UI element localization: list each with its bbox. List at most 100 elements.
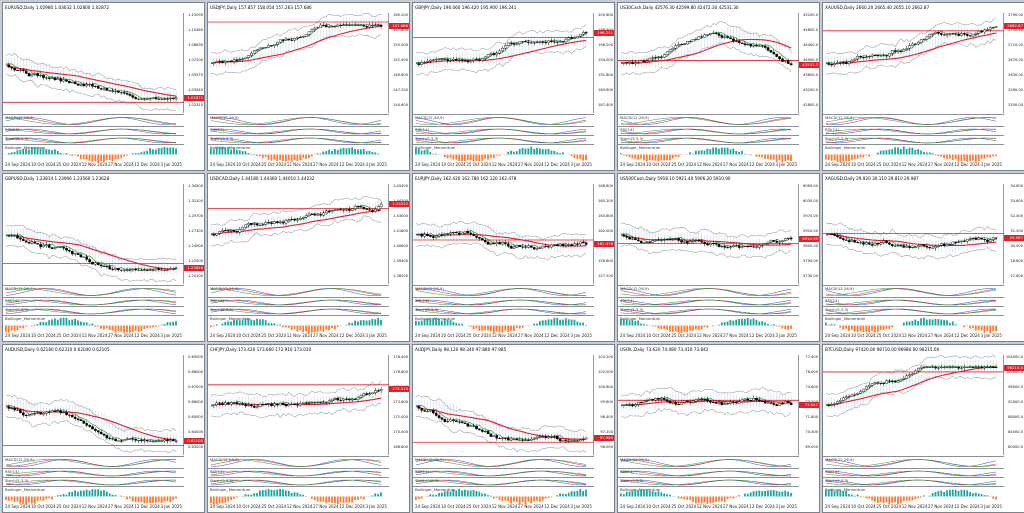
indicator-subwindow-stoch[interactable]: Stoch(5,3,3): [618, 306, 799, 316]
indicator-subwindow-stoch[interactable]: Stoch(5,3,3): [823, 306, 1004, 316]
indicator-subwindow-mom[interactable]: Bollinger_Momentum: [823, 486, 1004, 506]
indicator-subwindow-rsi[interactable]: RSI(14): [618, 468, 799, 478]
price-plot[interactable]: [618, 183, 799, 283]
chart-window[interactable]: AUDJPY,Daily 98.120 98.340 97.880 97.985…: [412, 344, 615, 513]
chart-window[interactable]: US30Cash,Daily 42576.30 42599.80 42472.3…: [617, 2, 820, 171]
indicator-subwindow-rsi[interactable]: RSI(14): [823, 126, 1004, 136]
indicator-subwindow-mom[interactable]: Bollinger_Momentum: [413, 486, 594, 506]
chart-window[interactable]: USDJPY,Daily 157.857 158.054 157.263 157…: [207, 2, 410, 171]
time-axis[interactable]: 24 Sep 2024 10 Oct 2024 25 Oct 2024 12 Nov …: [415, 333, 592, 340]
indicator-subwindow-stoch[interactable]: Stoch(5,3,3): [823, 135, 1004, 145]
indicator-subwindow-mom[interactable]: Bollinger_Momentum: [618, 144, 799, 164]
indicator-subwindow-ma[interactable]: MACD(12,26,9): [823, 114, 1004, 127]
price-plot[interactable]: [618, 12, 799, 112]
indicator-subwindow-stoch[interactable]: Stoch(5,3,3): [413, 135, 594, 145]
indicator-subwindow-mom[interactable]: Bollinger_Momentum: [208, 315, 389, 335]
indicator-subwindow-mom[interactable]: Bollinger_Momentum: [208, 144, 389, 164]
indicator-subwindow-rsi[interactable]: RSI(14): [3, 468, 184, 478]
price-scale[interactable]: 104000.0 100000.0 96000.0 92000.0 88000.0 840…: [1003, 355, 1024, 455]
price-scale[interactable]: 160.200 157.600 155.000 152.400 149.800 147.2…: [388, 13, 409, 113]
indicator-subwindow-mom[interactable]: Bollinger_Momentum: [823, 315, 1004, 335]
time-axis[interactable]: 24 Sep 2024 10 Oct 2024 25 Oct 2024 12 Nov …: [415, 504, 592, 511]
indicator-subwindow-stoch[interactable]: Stoch(5,3,3): [3, 135, 184, 145]
time-axis[interactable]: 24 Sep 2024 10 Oct 2024 25 Oct 2024 12 Nov …: [5, 333, 182, 340]
indicator-subwindow-stoch[interactable]: Stoch(5,3,3): [413, 306, 594, 316]
indicator-subwindow-stoch[interactable]: Stoch(5,3,3): [208, 477, 389, 487]
indicator-subwindow-mom[interactable]: Bollinger_Momentum: [413, 315, 594, 335]
price-plot[interactable]: [413, 354, 594, 454]
indicator-subwindow-stoch[interactable]: Stoch(5,3,3): [618, 135, 799, 145]
indicator-subwindow-mom[interactable]: Bollinger_Momentum: [823, 144, 1004, 164]
indicator-subwindow-stoch[interactable]: Stoch(5,3,3): [618, 477, 799, 487]
time-axis[interactable]: 24 Sep 2024 10 Oct 2024 25 Oct 2024 12 Nov …: [5, 162, 182, 169]
time-axis[interactable]: 24 Sep 2024 10 Oct 2024 25 Oct 2024 12 Nov …: [620, 504, 797, 511]
price-scale[interactable]: 0.69000 0.68000 0.67000 0.66000 0.65000 0.640…: [183, 355, 204, 455]
time-axis[interactable]: 24 Sep 2024 10 Oct 2024 25 Oct 2024 12 Nov …: [210, 504, 387, 511]
price-plot[interactable]: [3, 183, 184, 283]
indicator-subwindow-mom[interactable]: Bollinger_Momentum: [618, 486, 799, 506]
time-axis[interactable]: 24 Sep 2024 10 Oct 2024 25 Oct 2024 12 Nov …: [825, 333, 1002, 340]
chart-window[interactable]: EURUSD,Daily 1.02980 1.03032 1.02800 1.0…: [2, 2, 205, 171]
indicator-subwindow-mom[interactable]: Bollinger_Momentum: [3, 486, 184, 506]
indicator-subwindow-ma[interactable]: MACD(12,26,9): [208, 285, 389, 298]
price-plot[interactable]: [3, 354, 184, 454]
chart-window[interactable]: GBPJPY,Daily 196.060 196.420 195.900 196…: [412, 2, 615, 171]
indicator-subwindow-mom[interactable]: Bollinger_Momentum: [208, 486, 389, 506]
indicator-subwindow-ma[interactable]: MACD(12,26,9): [823, 456, 1004, 469]
indicator-subwindow-ma[interactable]: MACD(12,26,9): [413, 114, 594, 127]
indicator-subwindow-ma[interactable]: MACD(12,26,9): [208, 456, 389, 469]
chart-window[interactable]: US500Cash,Daily 5918.10 5921.40 5906.20 …: [617, 173, 820, 342]
time-axis[interactable]: 24 Sep 2024 10 Oct 2024 25 Oct 2024 12 Nov …: [415, 162, 592, 169]
indicator-subwindow-stoch[interactable]: Stoch(5,3,3): [823, 477, 1004, 487]
indicator-subwindow-rsi[interactable]: RSI(14): [823, 297, 1004, 307]
price-scale[interactable]: 1.12090 1.10460 1.08830 1.07200 1.05570 1.039…: [183, 13, 204, 113]
indicator-subwindow-ma[interactable]: MACD(12,26,9): [618, 456, 799, 469]
indicator-subwindow-rsi[interactable]: RSI(14): [208, 126, 389, 136]
indicator-subwindow-stoch[interactable]: Stoch(5,3,3): [3, 306, 184, 316]
indicator-subwindow-mom[interactable]: Bollinger_Momentum: [3, 144, 184, 164]
price-plot[interactable]: [208, 183, 389, 283]
indicator-subwindow-ma[interactable]: MACD(12,26,9): [618, 114, 799, 127]
time-axis[interactable]: 24 Sep 2024 10 Oct 2024 25 Oct 2024 12 Nov …: [825, 162, 1002, 169]
price-plot[interactable]: [413, 183, 594, 283]
indicator-subwindow-stoch[interactable]: Stoch(5,3,3): [208, 306, 389, 316]
price-plot[interactable]: [413, 12, 594, 112]
indicator-subwindow-rsi[interactable]: RSI(14): [3, 126, 184, 136]
chart-window[interactable]: USDCAD,Daily 1.44180 1.44360 1.44010 1.4…: [207, 173, 410, 342]
indicator-subwindow-mom[interactable]: Bollinger_Momentum: [618, 315, 799, 335]
chart-window[interactable]: XAGUSD,Daily 29.920 30.110 29.810 29.987…: [822, 173, 1024, 342]
indicator-subwindow-rsi[interactable]: RSI(14): [413, 297, 594, 307]
indicator-subwindow-rsi[interactable]: RSI(14): [413, 126, 594, 136]
indicator-subwindow-ma[interactable]: MACD(12,26,9): [823, 285, 1004, 298]
time-axis[interactable]: 24 Sep 2024 10 Oct 2024 25 Oct 2024 12 Nov …: [5, 504, 182, 511]
price-scale[interactable]: 2790.00 2750.00 2710.00 2670.00 2630.00 2590.…: [1003, 13, 1024, 113]
price-plot[interactable]: [823, 12, 1004, 112]
price-plot[interactable]: [208, 354, 389, 454]
indicator-subwindow-ma[interactable]: MACD(12,26,9): [208, 114, 389, 127]
price-scale[interactable]: 200.600198.400196.200194.000191.800189.6…: [593, 13, 614, 113]
indicator-subwindow-rsi[interactable]: RSI(14): [413, 468, 594, 478]
indicator-subwindow-ma[interactable]: MACD(12,26,9): [413, 456, 594, 469]
indicator-subwindow-mom[interactable]: Bollinger_Momentum: [3, 315, 184, 335]
chart-window[interactable]: GBPUSD,Daily 1.23814 1.23906 1.23560 1.2…: [2, 173, 205, 342]
indicator-subwindow-rsi[interactable]: RSI(14): [618, 297, 799, 307]
price-scale[interactable]: 6090.00 6030.00 5970.00 5910.00 5850.00 5790.…: [798, 184, 819, 284]
indicator-subwindow-ma[interactable]: MACD(12,26,9): [3, 456, 184, 469]
chart-window[interactable]: BTCUSD,Daily 97420.00 98710.00 96980.00 …: [822, 344, 1024, 513]
indicator-subwindow-stoch[interactable]: Stoch(5,3,3): [413, 477, 594, 487]
chart-window[interactable]: EURJPY,Daily 162.420 162.780 162.120 162…: [412, 173, 615, 342]
time-axis[interactable]: 24 Sep 2024 10 Oct 2024 25 Oct 2024 12 Nov …: [825, 504, 1002, 511]
chart-window[interactable]: XAUUSD,Daily 2660.20 2665.40 2655.10 266…: [822, 2, 1024, 171]
price-scale[interactable]: 103.200 102.000 100.800 99.600 98.400 97.200 9…: [593, 355, 614, 455]
indicator-subwindow-stoch[interactable]: Stoch(5,3,3): [3, 477, 184, 487]
indicator-subwindow-ma[interactable]: MACD(12,26,9): [618, 285, 799, 298]
price-scale[interactable]: 34.800 33.600 32.400 31.200 30.000 28.800 27.6…: [1003, 184, 1024, 284]
time-axis[interactable]: 24 Sep 2024 10 Oct 2024 25 Oct 2024 12 Nov …: [210, 162, 387, 169]
indicator-subwindow-rsi[interactable]: RSI(14): [208, 468, 389, 478]
indicator-subwindow-mom[interactable]: Bollinger_Momentum: [413, 144, 594, 164]
price-scale[interactable]: 45200.0 44800.0 44400.0 44000.0 43600.0 43200…: [798, 13, 819, 113]
price-plot[interactable]: [823, 354, 1004, 454]
time-axis[interactable]: 24 Sep 2024 10 Oct 2024 25 Oct 2024 12 Nov …: [210, 333, 387, 340]
chart-window[interactable]: USOIL,Daily 73.620 74.080 73.410 73.842 7…: [617, 344, 820, 513]
price-scale[interactable]: 166.800165.200163.600162.000160.400158.8…: [593, 184, 614, 284]
